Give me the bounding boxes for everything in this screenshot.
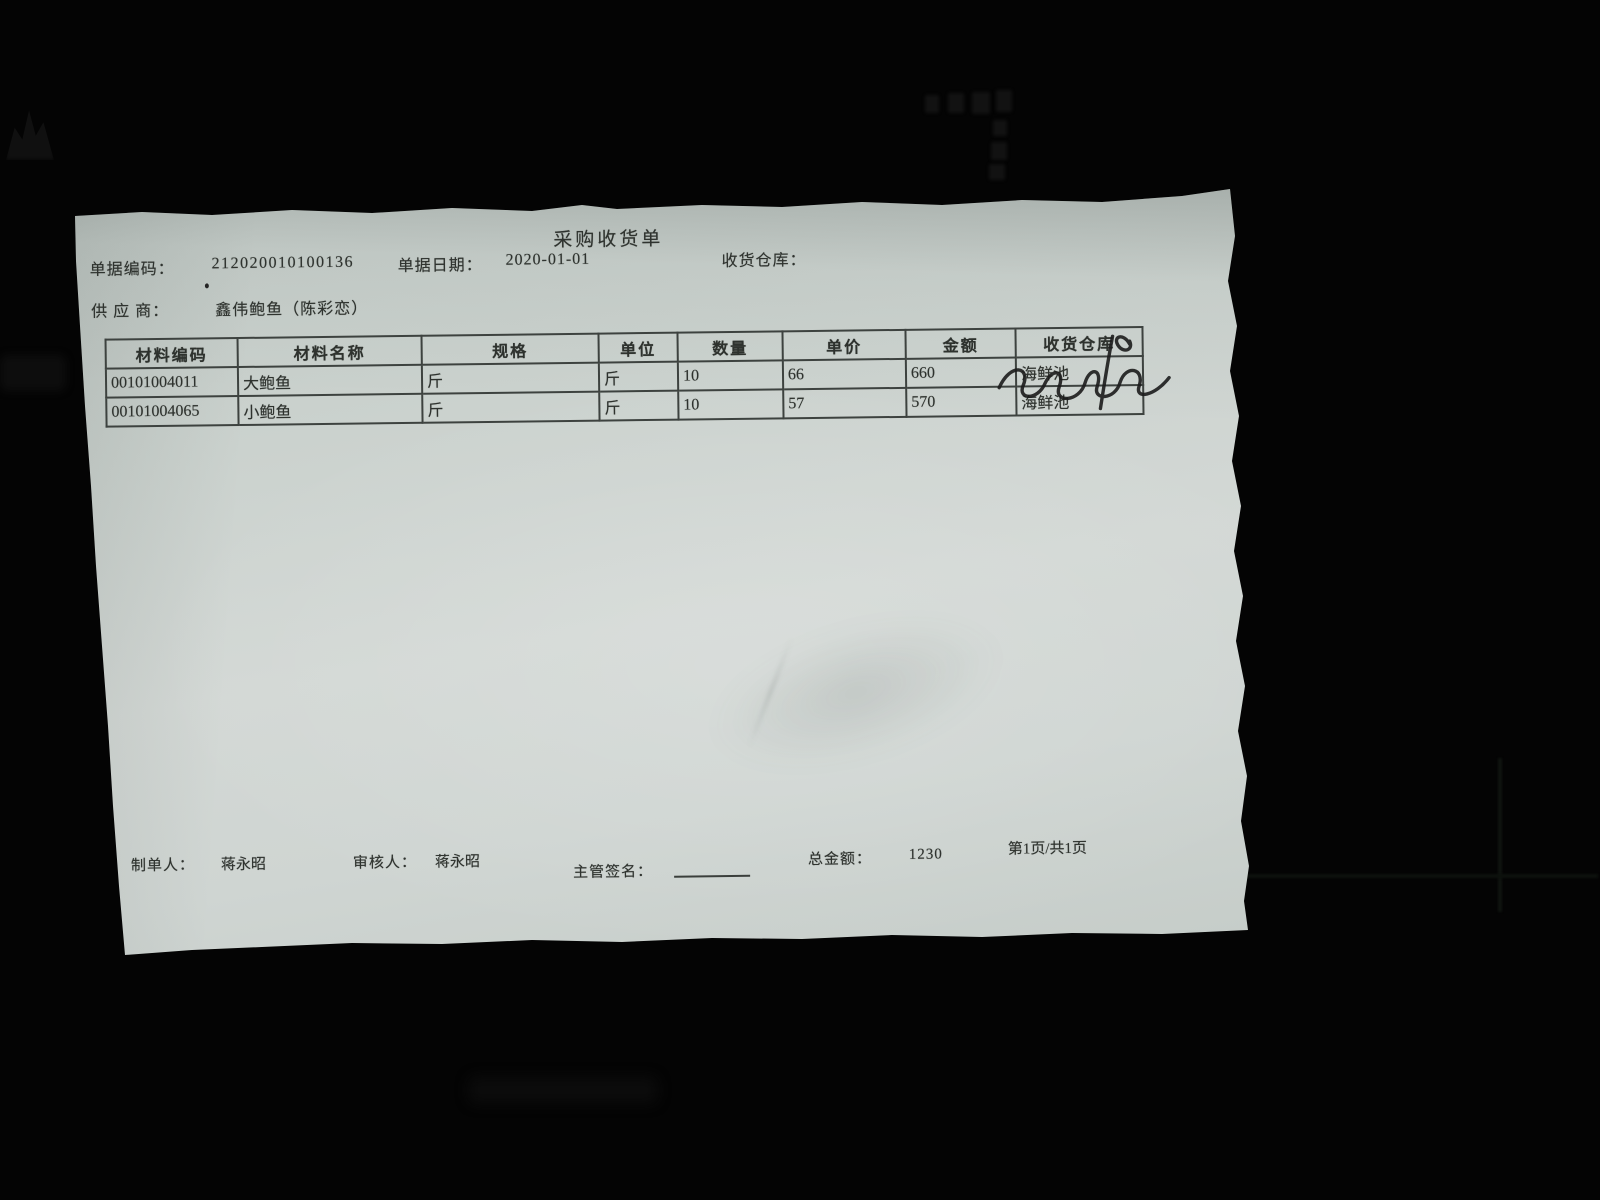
header-quantity: 数量 (677, 331, 783, 362)
cell-unit: 斤 (599, 390, 679, 421)
doc-code-label: 单据编码： (89, 260, 175, 279)
maker-label: 制单人： (130, 857, 196, 875)
supplier-label: 供 应 商： (91, 302, 170, 321)
cell-spec: 斤 (422, 391, 600, 423)
background-mark (989, 164, 1005, 180)
background-mark (468, 1076, 658, 1104)
background-mark (0, 355, 66, 391)
document-title: 采购收货单 (553, 228, 664, 252)
background-mark (993, 120, 1007, 136)
receipt-content: 采购收货单 单据编码： 212020010100136 单据日期： 2020-0… (75, 201, 1244, 955)
background-mark (991, 142, 1007, 160)
total-label: 总金额： (807, 851, 873, 869)
page-info: 第1页/共1页 (1007, 840, 1088, 858)
manager-sign-label: 主管签名： (572, 863, 654, 881)
cell-material-name: 小鲍鱼 (238, 393, 423, 426)
receipt-paper: 采购收货单 单据编码： 212020010100136 单据日期： 2020-0… (75, 189, 1249, 955)
signature-underline (674, 874, 751, 878)
receipt-footer: 制单人： 蒋永昭 审核人： 蒋永昭 主管签名： 总金额： 1230 第1页/共1… (75, 201, 1235, 881)
background-line (1498, 758, 1502, 912)
background-mark (972, 92, 990, 114)
doc-date-label: 单据日期： (397, 257, 483, 276)
cell-material-code: 00101004011 (105, 367, 239, 398)
cell-quantity: 10 (678, 389, 784, 420)
cell-unit-price: 57 (783, 387, 907, 419)
background-mark (925, 95, 939, 113)
header-unit-price: 单价 (782, 329, 906, 361)
header-unit: 单位 (598, 332, 678, 363)
warehouse-label: 收货仓库： (721, 252, 807, 271)
paper-crease (622, 539, 1090, 846)
cell-quantity: 10 (677, 360, 784, 391)
auditor-label: 审核人： (352, 854, 418, 872)
background-line (1212, 874, 1598, 878)
total-value: 1230 (908, 846, 943, 863)
maker-value: 蒋永昭 (220, 856, 267, 874)
handwritten-signature (997, 334, 1171, 411)
items-table: 材料编码 材料名称 规格 单位 数量 单价 金额 收货仓库 0010100401… (105, 326, 1145, 428)
background-mark (996, 90, 1012, 112)
header-material-name: 材料名称 (237, 335, 422, 368)
cell-material-code: 00101004065 (106, 396, 239, 427)
background-mark (6, 110, 54, 160)
cell-spec: 斤 (421, 362, 600, 394)
background-mark (948, 93, 964, 113)
doc-code-value: 212020010100136 (211, 253, 355, 273)
ink-dot (204, 283, 209, 289)
doc-date-value: 2020-01-01 (505, 250, 591, 269)
cell-unit-price: 66 (782, 358, 907, 390)
cell-unit: 斤 (598, 361, 679, 392)
header-spec: 规格 (421, 333, 599, 365)
auditor-value: 蒋永昭 (434, 854, 481, 871)
supplier-value: 鑫伟鲍鱼（陈彩恋） (215, 300, 369, 320)
cell-material-name: 大鲍鱼 (237, 364, 423, 397)
header-material-code: 材料编码 (105, 338, 238, 369)
